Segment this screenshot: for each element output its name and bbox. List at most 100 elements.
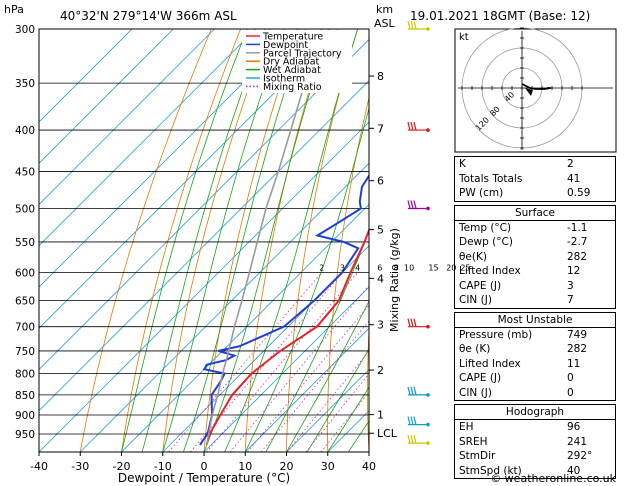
surface-row-label: θe(K): [459, 250, 487, 263]
wind-barb-flag: [410, 434, 414, 444]
basic-indices: K 2 Totals Totals 41 PW (cm) 0.59: [454, 156, 616, 202]
isotherm-line: [39, 80, 369, 412]
wind-barb-flag: [413, 200, 417, 209]
x-tick-label: 40: [362, 460, 376, 473]
wind-barb-flag: [407, 200, 411, 209]
surface-row-value: 282: [567, 250, 588, 263]
wind-barb-flag: [410, 386, 414, 396]
dry-adiabat-line: [79, 29, 212, 452]
background-lines: [39, 29, 369, 452]
wind-barb-dot: [426, 393, 430, 397]
dry-adiabat-line: [367, 321, 369, 452]
hodograph_table-row-value: 40: [567, 464, 581, 477]
indices-panel: K 2 Totals Totals 41 PW (cm) 0.59 Surface T…: [454, 156, 616, 482]
x-axis-title: Dewpoint / Temperature (°C): [118, 471, 290, 485]
most_unstable-row: Lifted Index 11: [455, 357, 615, 372]
isotherm-line: [39, 29, 174, 164]
km-tick-label: 5: [377, 224, 384, 237]
pressure-tick-label: 650: [15, 296, 35, 308]
datetime-label: 19.01.2021 18GMT (Base: 12): [410, 9, 590, 23]
most_unstable-row-label: CIN (J): [459, 386, 492, 399]
hodograph_table-row: StmSpd (kt) 40: [455, 464, 615, 479]
most-unstable-title: Most Unstable: [455, 313, 615, 328]
hodograph-frame: [454, 28, 617, 153]
most_unstable-row-label: Pressure (mb): [459, 328, 533, 341]
km-tick-label: 4: [377, 272, 384, 285]
wind-barbs: [407, 20, 430, 445]
hpa-label: hPa: [4, 3, 24, 16]
legend-item: Parcel Trajectory: [263, 48, 342, 59]
x-tick-label: 10: [238, 460, 252, 473]
surface-row-label: CAPE (J): [459, 279, 502, 292]
isotherm-line: [39, 121, 369, 452]
mixing-ratio-line: [260, 320, 369, 452]
most_unstable-row-label: Lifted Index: [459, 357, 521, 370]
surface-row-label: Dewp (°C): [459, 236, 513, 248]
km-tick-label: 8: [377, 70, 384, 83]
wind-barb-flag: [410, 416, 414, 425]
wet-adiabat-line: [121, 29, 248, 452]
pressure-tick-label: 800: [15, 369, 35, 381]
km-tick-label: 1: [377, 409, 384, 422]
surface-row: CAPE (J) 3: [455, 279, 615, 294]
isotherm-line: [203, 286, 369, 452]
hodograph_table-row-label: StmSpd (kt): [459, 464, 522, 477]
surface-row-value: -2.7: [567, 236, 588, 248]
most_unstable-row-value: 0: [567, 372, 574, 384]
profile-lines: [199, 29, 369, 446]
hodograph_table-row-label: StmDir: [459, 450, 496, 462]
mixing-ratio-label: 3: [340, 264, 345, 273]
km-tick-label: 3: [377, 319, 384, 332]
isotherm-line: [39, 29, 298, 288]
mixing-ratio-label: 8: [394, 264, 399, 273]
isotherm-line: [39, 29, 133, 123]
isotherm-line: [162, 245, 369, 452]
hodograph_table-row-label: SREH: [459, 435, 488, 448]
surface-row: Dewp (°C) -2.7: [455, 235, 615, 250]
surface-row: Temp (°C) -1.1: [455, 221, 615, 236]
wind-barb-flag: [410, 20, 414, 30]
mixing-ratio-label: 10: [404, 264, 414, 273]
wind-barb-dot: [426, 206, 430, 211]
legend-bg: [242, 30, 352, 93]
hodograph-table-title: Hodograph: [455, 405, 615, 420]
mixing-ratio-axis-title: Mixing Ratio (g/kg): [388, 228, 401, 332]
wind-barb-flag: [407, 121, 411, 131]
km-tick-label: 7: [377, 122, 384, 135]
most_unstable-row-value: 749: [567, 328, 588, 341]
wind-barb-flag: [413, 318, 417, 327]
pressure-tick-label: 900: [15, 410, 35, 422]
isotherm-line: [39, 29, 339, 329]
axis-labels: 3003504004505005506006507007508008509009…: [15, 24, 471, 473]
wind-barb-dot: [426, 422, 430, 427]
pressure-tick-label: 350: [15, 78, 35, 90]
pressure-tick-label: 300: [15, 24, 35, 36]
legend-item: Mixing Ratio: [263, 82, 322, 93]
x-tick-label: 20: [280, 460, 294, 473]
wind-barb-flag: [413, 121, 417, 131]
series-line-temperature: [205, 227, 369, 446]
surface-row-value: -1.1: [567, 221, 588, 234]
x-tick-label: 30: [321, 460, 335, 473]
pressure-tick-label: 600: [15, 268, 35, 280]
pressure-tick-label: 500: [15, 203, 35, 215]
wind-barb-flag: [407, 386, 411, 396]
most_unstable-row: Pressure (mb) 749: [455, 328, 615, 343]
x-tick-label: -30: [71, 460, 89, 473]
wind-barb-flag: [407, 416, 411, 425]
wind-barb-dot: [426, 128, 430, 132]
wind-barb-flag: [407, 434, 411, 444]
asl-label: ASL: [374, 17, 396, 30]
pressure-tick-label: 450: [15, 166, 35, 178]
mixing-ratio-label: 6: [377, 264, 382, 273]
hodograph-kt-label: kt: [459, 32, 469, 43]
wind-barb-dot: [426, 324, 430, 329]
hodograph_table-row-value: 292°: [567, 450, 593, 462]
most_unstable-row-value: 282: [567, 343, 588, 355]
mixing-ratio-label: 25: [460, 264, 470, 273]
legend-item: Temperature: [262, 32, 323, 43]
surface-row: θe(K) 282: [455, 250, 615, 265]
pressure-tick-label: 400: [15, 125, 35, 137]
